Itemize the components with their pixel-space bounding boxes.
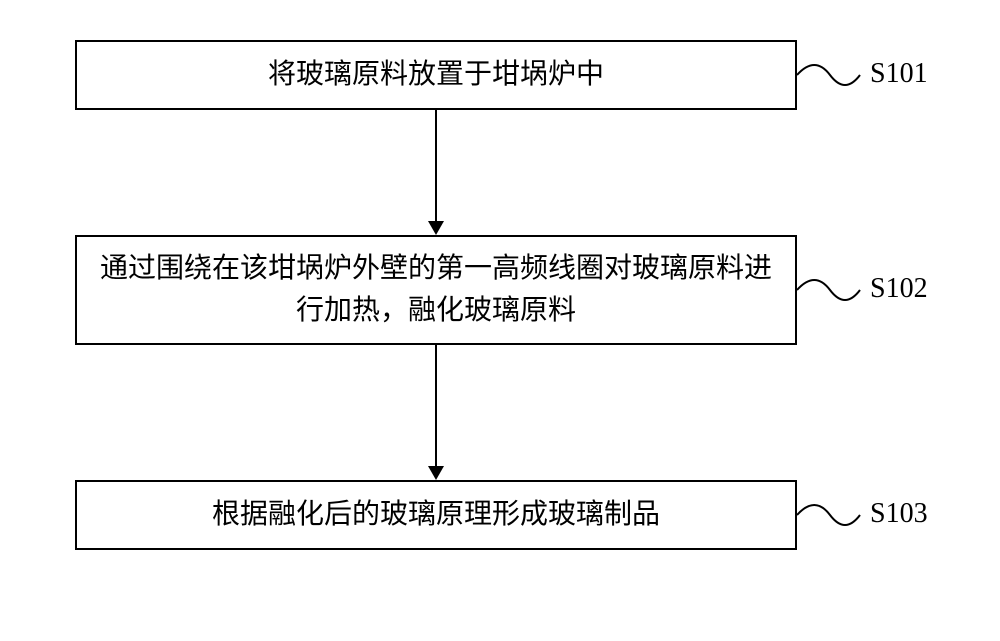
step-label-3: S103 [870, 498, 928, 530]
flow-step-1-text: 将玻璃原料放置于坩埚炉中 [268, 54, 604, 96]
flow-step-3: 根据融化后的玻璃原理形成玻璃制品 [75, 480, 797, 550]
arrow-line-2 [435, 345, 437, 466]
step-label-1: S101 [870, 58, 928, 90]
arrow-line-1 [435, 110, 437, 221]
flow-step-3-text: 根据融化后的玻璃原理形成玻璃制品 [212, 494, 660, 536]
arrow-head-1 [428, 221, 444, 235]
flow-step-2-text: 通过围绕在该坩埚炉外壁的第一高频线圈对玻璃原料进行加热，融化玻璃原料 [97, 248, 775, 332]
arrow-head-2 [428, 466, 444, 480]
flow-step-2: 通过围绕在该坩埚炉外壁的第一高频线圈对玻璃原料进行加热，融化玻璃原料 [75, 235, 797, 345]
flowchart-container: 将玻璃原料放置于坩埚炉中 S101 通过围绕在该坩埚炉外壁的第一高频线圈对玻璃原… [0, 0, 1000, 641]
flow-step-1: 将玻璃原料放置于坩埚炉中 [75, 40, 797, 110]
step-label-2: S102 [870, 273, 928, 305]
